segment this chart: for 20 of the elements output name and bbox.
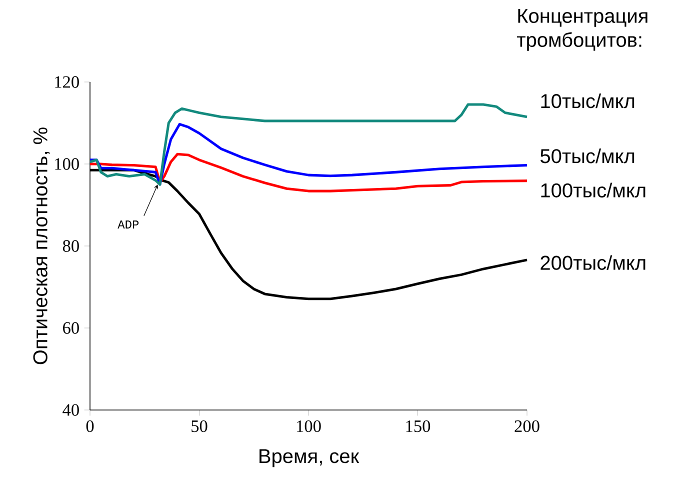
- y-tick-label: 120: [55, 76, 79, 88]
- x-tick-label: 150: [406, 420, 430, 432]
- annotation: ADP: [118, 220, 139, 228]
- legend-title: Концентрация тромбоцитов:: [516, 9, 648, 51]
- y-tick-label: 80: [62, 240, 79, 252]
- x-tick-label: 100: [297, 420, 321, 432]
- line-series: [88, 122, 528, 186]
- x-tick-label: 50: [192, 420, 208, 432]
- y-tick-label: 40: [62, 404, 79, 416]
- line-series: [88, 152, 528, 192]
- x-tick-label: 0: [86, 420, 94, 432]
- y-tick-label: 60: [63, 322, 79, 334]
- series-label: 50тыс/мкл: [540, 148, 634, 164]
- series-label: 10тыс/мкл: [541, 94, 634, 108]
- series-label: 200тыс/мкл: [540, 255, 646, 270]
- series-label: 100тыс/мкл: [541, 182, 646, 198]
- y-tick-label: 100: [55, 158, 79, 170]
- x-tick-label: 200: [514, 420, 540, 432]
- y-axis-title: Оптическая плотность, %: [33, 128, 50, 364]
- x-axis-title: Время, сек: [260, 449, 360, 468]
